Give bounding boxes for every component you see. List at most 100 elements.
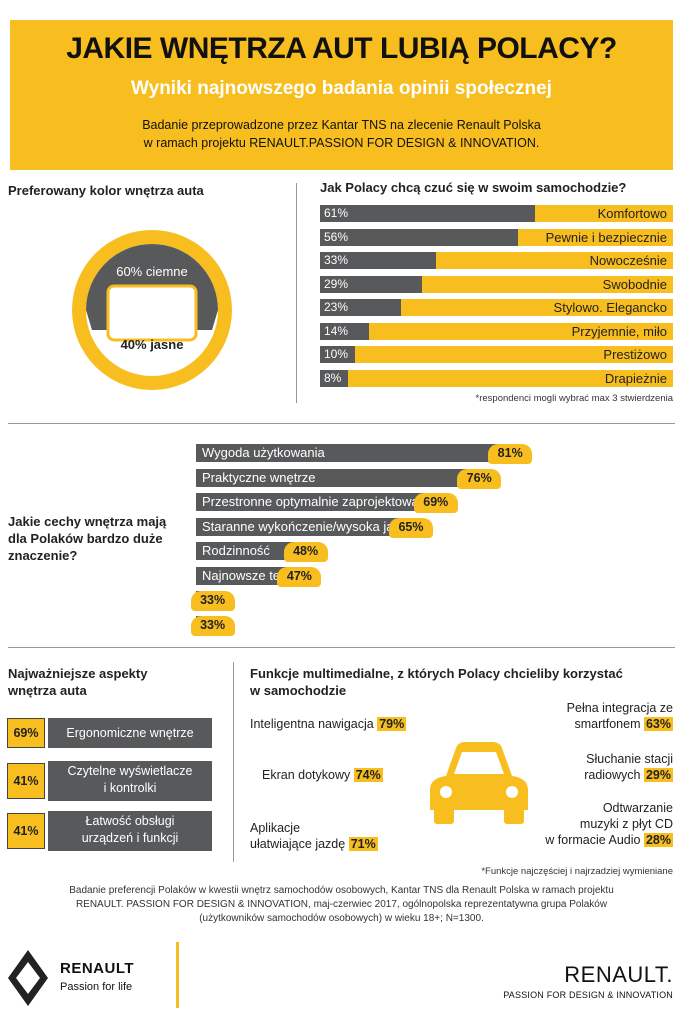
feeling-category-label: Komfortowo [597, 206, 667, 221]
feeling-bar: 8% Drapieżnie [320, 369, 673, 387]
feeling-value-label: 61% [324, 206, 349, 220]
aspect-label-2: Czytelne wyświetlacze i kontrolki [48, 761, 212, 801]
mm-cd-line-1: Odtwarzanie [602, 801, 673, 815]
feeling-category-label: Pewnie i bezpiecznie [545, 229, 667, 245]
aspect-label-3: Łatwość obsługi urządzeń i funkcji [48, 811, 212, 851]
footer-source: Badanie preferencji Polaków w kwestii wn… [0, 884, 683, 926]
feeling-bar-fill [320, 346, 355, 363]
feature-value-badge: 47% [277, 566, 322, 587]
feeling-bar: 14% Przyjemnie, miło [320, 322, 673, 340]
feeling-bar: 29% Swobodnie [320, 275, 673, 293]
feeling-bar-fill [320, 205, 535, 222]
footer-line-1: Badanie preferencji Polaków w kwestii wn… [69, 885, 614, 896]
car-icon [430, 742, 528, 824]
feature-value-label: 33% [200, 593, 226, 607]
feeling-category-label: Przyjemnie, miło [571, 323, 667, 339]
feature-value-badge: 81% [488, 444, 533, 464]
aspects-title: Najważniejsze aspekty wnętrza auta [8, 665, 147, 699]
feelings-note: *respondenci mogli wybrać max 3 stwierdz… [475, 393, 673, 404]
feature-value-label: 48% [293, 544, 319, 558]
feeling-bar: 23% Stylowo. Elegancko [320, 299, 673, 316]
mm-smart-line-1: Pełna integracja ze [566, 701, 673, 715]
aspect-value-2: 41% [7, 763, 45, 799]
feelings-title: Jak Polacy chcą czuć się w swoim samocho… [320, 180, 627, 195]
pie-label-dark: 60% ciemne [116, 264, 188, 279]
feeling-category-label: Prestiżowo [603, 347, 667, 362]
page-subtitle: Wyniki najnowszego badania opinii społec… [131, 78, 552, 99]
feature-value-badge: 65% [389, 517, 433, 538]
divider-horizontal-1 [8, 423, 675, 424]
aspect-label-2-line-2: i kontrolki [103, 781, 157, 795]
car-shaped-badge [190, 591, 235, 611]
feeling-value-label: 10% [324, 347, 349, 361]
multimedia-title: Funkcje multimedialne, z których Polacy … [250, 665, 623, 699]
mm-cd-value: 28% [643, 833, 673, 847]
multimedia-note: *Funkcje najczęściej i najrzadziej wymie… [481, 866, 673, 877]
features-title-line-3: znaczenie? [8, 548, 78, 563]
feature-value-badge: 69% [413, 493, 458, 513]
mm-cd-line-3: w formacie Audio [545, 833, 641, 847]
wheel-center-box [106, 284, 198, 342]
pie-label-light: 40% jasne [121, 337, 184, 352]
mm-cd-line-2: muzyki z płyt CD [579, 817, 673, 831]
feature-category-label: Staranne wykończenie/wysoka jakość mater… [202, 518, 487, 534]
multimedia-title-line-2: w samochodzie [250, 683, 347, 698]
feature-category-label: Nowoczesny, futurystyczny design [202, 616, 400, 632]
feature-value-label: 76% [466, 470, 492, 485]
mm-smart-value: 63% [643, 717, 673, 731]
car-shaped-badge [457, 468, 502, 489]
feeling-value-label: 33% [324, 253, 349, 267]
feature-bar: Przestronne optymalnie zaprojektowane wn… [196, 493, 482, 511]
feeling-bar: 56% Pewnie i bezpiecznie [320, 228, 673, 246]
mm-touch-value: 74% [353, 768, 383, 782]
multimedia-title-line-1: Funkcje multimedialne, z których Polacy … [250, 666, 623, 681]
car-shaped-badge [277, 566, 322, 587]
feeling-bar: 10% Prestiżowo [320, 346, 673, 363]
car-shaped-badge [283, 542, 328, 562]
description-line-1: Badanie przeprowadzone przez Kantar TNS … [142, 118, 541, 132]
divider-vertical-1 [296, 183, 297, 403]
renault-diamond-logo [8, 950, 48, 1006]
feeling-value-label: 56% [324, 229, 349, 244]
aspect-label-1: Ergonomiczne wnętrze [48, 718, 212, 748]
feature-bar: Praktyczne wnętrze [196, 468, 482, 487]
header-banner: JAKIE WNĘTRZA AUT LUBIĄ POLACY? Wyniki n… [10, 20, 673, 170]
mm-smart: Pełna integracja ze smartfonem 63% [470, 700, 673, 732]
mm-smart-line-2: smartfonem [574, 717, 641, 731]
feature-bar: Staranne wykończenie/wysoka jakość mater… [196, 517, 487, 536]
tagline-left: Passion for life [60, 981, 133, 993]
feeling-bar: 33% Nowocześnie [320, 252, 673, 269]
mm-apps-line-1: Aplikacje [250, 821, 301, 835]
feature-bar: Wygoda użytkowania [196, 444, 513, 462]
feature-value-label: 65% [398, 519, 424, 534]
feeling-bar-fill [320, 299, 401, 316]
mm-nav-label: Inteligentna nawigacja [250, 717, 374, 731]
car-shaped-badge [190, 615, 235, 636]
tagline-right: PASSION FOR DESIGN & INNOVATION [503, 990, 673, 1000]
feature-category-label: Stylowe, wysmakowane wnętrze [202, 592, 390, 607]
feeling-value-label: 23% [324, 300, 349, 314]
mm-radio: Słuchanie stacji radiowych 29% [470, 751, 673, 783]
aspects-title-line-1: Najważniejsze aspekty [8, 666, 148, 681]
feeling-bar-fill [320, 369, 348, 387]
mm-touch-label: Ekran dotykowy [262, 768, 351, 782]
car-shaped-badge [389, 517, 433, 538]
feeling-category-label: Swobodnie [602, 276, 667, 292]
feature-value-badge: 33% [190, 615, 235, 636]
features-title-line-1: Jakie cechy wnętrza mają [8, 514, 167, 529]
mm-cd: Odtwarzanie muzyki z płyt CD w formacie … [450, 800, 673, 848]
feature-category-label: Przestronne optymalnie zaprojektowane wn… [202, 494, 483, 509]
feature-value-badge: 33% [190, 591, 235, 611]
feeling-category-label: Stylowo. Elegancko [553, 300, 667, 315]
car-shaped-badge [413, 493, 458, 513]
feature-category-label: Rodzinność [202, 543, 270, 558]
mm-apps: Aplikacje ułatwiające jazdę 71% [250, 820, 378, 852]
aspect-label-1-line-1: Ergonomiczne wnętrze [66, 726, 194, 740]
feeling-bar-fill [320, 228, 518, 246]
footer-line-2: RENAULT. PASSION FOR DESIGN & INNOVATION… [75, 899, 608, 910]
mm-nav-value: 79% [377, 717, 407, 731]
aspect-value-1: 69% [7, 718, 45, 748]
feeling-value-label: 14% [324, 323, 349, 338]
brand-left: RENAULT [60, 960, 135, 977]
description-line-2: w ramach projektu RENAULT.PASSION FOR DE… [143, 136, 540, 150]
